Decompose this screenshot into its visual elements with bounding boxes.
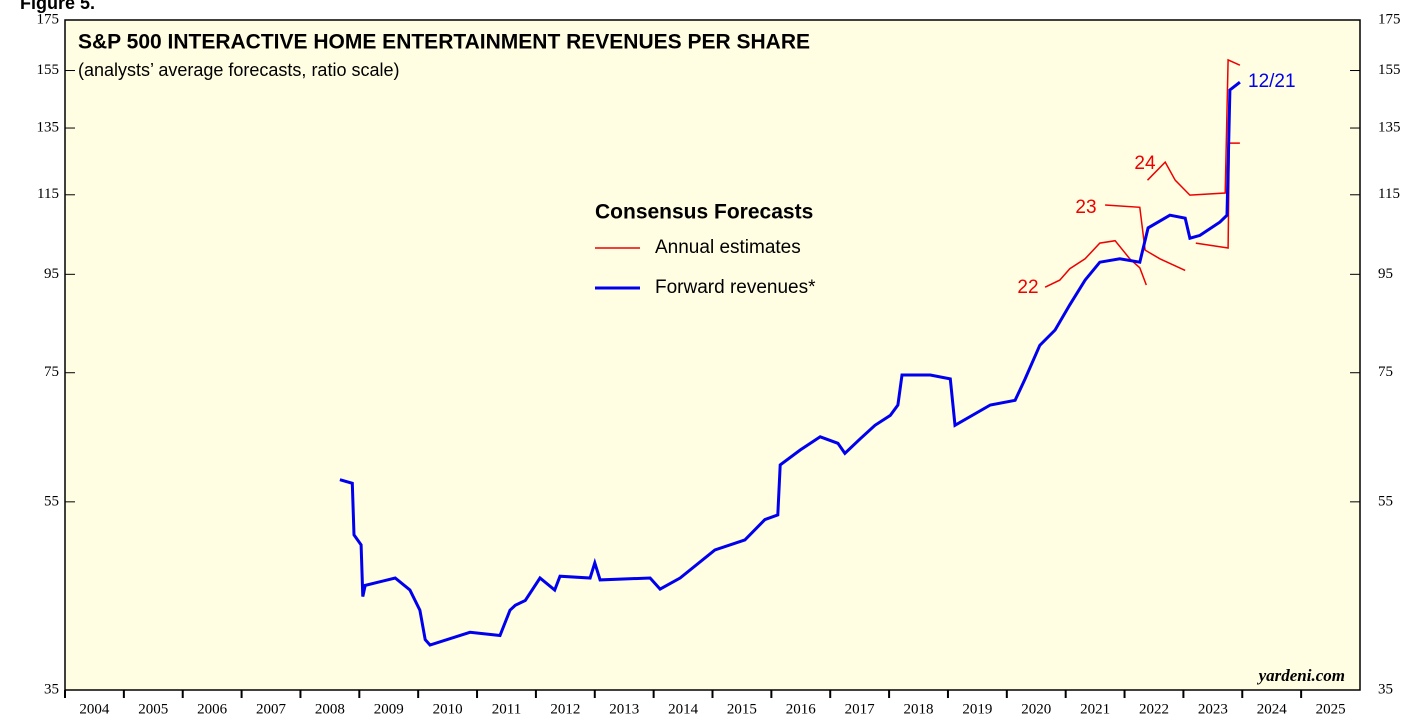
chart-subtitle: (analysts’ average forecasts, ratio scal… (78, 60, 399, 80)
annotation: 23 (1075, 197, 1096, 218)
figure-label: Figure 5. (20, 0, 95, 13)
x-tick-label: 2016 (786, 701, 817, 717)
x-tick-label: 2005 (138, 701, 168, 717)
y-tick-label: 55 (44, 493, 59, 509)
chart-title: S&P 500 INTERACTIVE HOME ENTERTAINMENT R… (78, 31, 810, 54)
annotation: 22 (1017, 277, 1038, 298)
x-tick-label: 2015 (727, 701, 757, 717)
y2-tick-label: 135 (1378, 119, 1401, 135)
x-tick-label: 2007 (256, 701, 287, 717)
y-tick-label: 35 (44, 681, 59, 697)
x-tick-label: 2025 (1316, 701, 1346, 717)
y2-tick-label: 35 (1378, 681, 1393, 697)
x-tick-label: 2020 (1021, 701, 1051, 717)
x-tick-label: 2013 (609, 701, 639, 717)
y2-tick-label: 155 (1378, 62, 1401, 78)
y-tick-label: 175 (37, 11, 60, 27)
y2-tick-label: 115 (1378, 186, 1400, 202)
series-line (1044, 58, 1241, 288)
x-tick-label: 2022 (1139, 701, 1169, 717)
y2-tick-label: 55 (1378, 493, 1393, 509)
x-tick-label: 2017 (845, 701, 876, 717)
plot-area (64, 19, 1361, 691)
x-tick-label: 2014 (668, 701, 699, 717)
x-tick-label: 2012 (550, 701, 580, 717)
x-tick-label: 2021 (1080, 701, 1110, 717)
y2-tick-label: 175 (1378, 11, 1401, 27)
x-tick-label: 2011 (492, 701, 521, 717)
y2-tick-label: 95 (1378, 266, 1393, 282)
annotation: 12/21 (1248, 71, 1296, 92)
x-tick-label: 2006 (197, 701, 228, 717)
y-tick-label: 115 (37, 186, 59, 202)
legend-title: Consensus Forecasts (595, 201, 813, 224)
x-tick-label: 2010 (433, 701, 463, 717)
y-tick-label: 95 (44, 266, 59, 282)
source: yardeni.com (1257, 666, 1345, 685)
series-line (339, 81, 1241, 647)
annotation: 24 (1134, 153, 1156, 174)
legend-label: Annual estimates (655, 237, 801, 258)
x-tick-label: 2018 (904, 701, 934, 717)
x-tick-label: 2008 (315, 701, 345, 717)
y-tick-label: 155 (37, 62, 60, 78)
legend-label: Forward revenues* (655, 277, 816, 298)
x-tick-label: 2004 (79, 701, 110, 717)
x-tick-label: 2024 (1257, 701, 1288, 717)
y2-tick-label: 75 (1378, 364, 1393, 380)
x-tick-label: 2009 (374, 701, 404, 717)
y-tick-label: 75 (44, 364, 59, 380)
x-tick-label: 2023 (1198, 701, 1228, 717)
x-tick-label: 2019 (962, 701, 992, 717)
y-tick-label: 135 (37, 119, 60, 135)
